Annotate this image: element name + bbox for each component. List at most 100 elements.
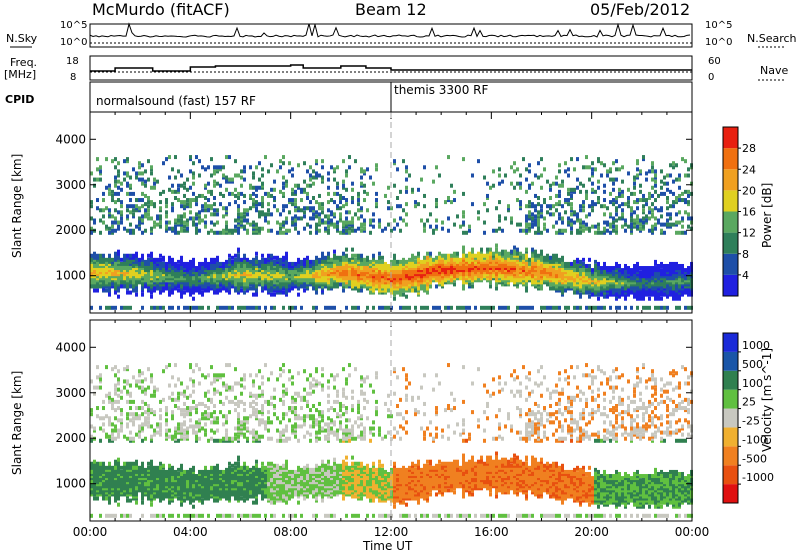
power-cell <box>546 228 549 233</box>
power-cell <box>627 292 630 297</box>
power-cell <box>156 222 159 227</box>
power-cell <box>198 214 201 219</box>
power-cell <box>171 282 174 287</box>
power-cell <box>153 263 156 268</box>
power-cell <box>159 257 162 262</box>
power-cell <box>483 175 486 180</box>
power-cell <box>468 266 471 271</box>
power-cell <box>663 270 666 275</box>
power-cell <box>327 284 330 289</box>
power-cell <box>672 191 675 196</box>
power-cell <box>189 155 192 160</box>
power-cell <box>402 218 405 223</box>
power-cell <box>315 305 318 310</box>
power-cell <box>390 259 393 264</box>
velocity-cell <box>93 461 96 466</box>
power-cell <box>294 216 297 221</box>
power-cell <box>105 288 108 293</box>
power-cell <box>519 206 522 211</box>
power-cell <box>420 305 423 310</box>
power-cell <box>285 259 288 264</box>
power-cell <box>243 224 246 229</box>
power-cell <box>252 266 255 271</box>
power-cell <box>531 253 534 258</box>
power-cell <box>264 274 267 279</box>
power-cell <box>396 288 399 293</box>
power-cell <box>513 272 516 277</box>
power-cell <box>537 263 540 268</box>
power-cell <box>267 193 270 198</box>
power-cell <box>480 268 483 273</box>
power-cell <box>621 276 624 281</box>
power-cell <box>222 214 225 219</box>
power-cell <box>600 204 603 209</box>
power-cell <box>279 257 282 262</box>
power-cell <box>558 216 561 221</box>
velocity-cell <box>108 482 111 487</box>
power-cell <box>264 268 267 273</box>
power-cell <box>141 257 144 262</box>
power-cell <box>531 202 534 207</box>
power-cell <box>99 272 102 277</box>
power-cell <box>297 216 300 221</box>
power-cell <box>270 272 273 277</box>
power-cell <box>441 272 444 277</box>
power-cell <box>318 284 321 289</box>
power-cell <box>123 280 126 285</box>
power-cell <box>357 284 360 289</box>
power-cell <box>486 208 489 213</box>
power-cell <box>96 276 99 281</box>
power-cell <box>579 266 582 271</box>
power-cell <box>420 284 423 289</box>
power-cell <box>117 210 120 215</box>
power-cell <box>447 198 450 203</box>
power-cell <box>111 257 114 262</box>
power-cell <box>585 195 588 200</box>
power-cell <box>597 280 600 285</box>
power-cell <box>372 218 375 223</box>
power-cell <box>591 305 594 310</box>
power-cell <box>303 282 306 287</box>
power-cell <box>504 216 507 221</box>
power-cell <box>351 261 354 266</box>
power-cell <box>246 278 249 283</box>
power-cell <box>330 278 333 283</box>
velocity-cell <box>90 461 93 466</box>
power-cell <box>372 268 375 273</box>
power-cell <box>90 280 93 285</box>
power-cell <box>684 290 687 295</box>
power-cell <box>462 263 465 268</box>
power-cell <box>402 259 405 264</box>
power-cell <box>123 305 126 310</box>
power-cell <box>570 266 573 271</box>
power-cell <box>429 284 432 289</box>
power-cell <box>225 261 228 266</box>
power-cell <box>402 266 405 271</box>
power-cell <box>609 284 612 289</box>
power-cell <box>213 230 216 235</box>
velocity-cell <box>90 492 93 497</box>
power-cell <box>621 208 624 213</box>
power-cell <box>546 274 549 279</box>
velocity-cell <box>114 461 117 466</box>
power-cell <box>525 261 528 266</box>
power-cell <box>552 181 555 186</box>
power-cell <box>294 280 297 285</box>
power-cell <box>615 278 618 283</box>
power-cell <box>519 266 522 271</box>
power-cell <box>603 183 606 188</box>
velocity-cell <box>90 465 93 470</box>
power-cell <box>213 202 216 207</box>
power-cell <box>243 280 246 285</box>
velocity-cell <box>108 434 111 439</box>
power-cell <box>189 276 192 281</box>
velocity-cell <box>108 416 111 421</box>
power-cell <box>300 216 303 221</box>
velocity-cell <box>108 492 111 497</box>
power-cell <box>477 257 480 262</box>
power-cell <box>516 253 519 258</box>
power-cell <box>168 292 171 297</box>
power-cell <box>228 261 231 266</box>
power-cell <box>684 230 687 235</box>
power-cell <box>414 270 417 275</box>
